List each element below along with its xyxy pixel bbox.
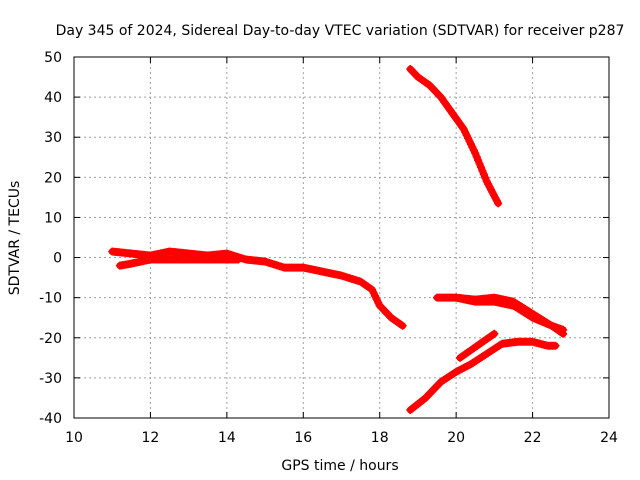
- data-point: [475, 159, 484, 168]
- y-tick-label: 30: [44, 130, 62, 146]
- data-point: [481, 173, 490, 182]
- series-track-e: [452, 293, 568, 338]
- series-band: [406, 338, 559, 414]
- data-point: [471, 149, 480, 158]
- x-tick-label: 20: [447, 430, 465, 446]
- series-track-b: [115, 255, 243, 270]
- series-track-g: [455, 329, 499, 362]
- data-point: [234, 255, 243, 264]
- data-point: [490, 329, 499, 338]
- x-axis-title: GPS time / hours: [281, 458, 398, 474]
- y-tick-label: -10: [39, 291, 62, 307]
- y-tick-label: 40: [44, 90, 62, 106]
- data-layer: [108, 65, 568, 414]
- data-point: [494, 199, 503, 208]
- y-tick-label: 0: [53, 251, 62, 267]
- y-tick-label: 10: [44, 210, 62, 226]
- series-track-f: [406, 337, 560, 414]
- data-point: [478, 166, 487, 175]
- series-track-c: [406, 65, 503, 208]
- data-point: [397, 320, 406, 329]
- y-tick-label: -30: [39, 371, 62, 387]
- y-axis-title: SDTVAR / TECUs: [7, 181, 23, 296]
- y-tick-label: -20: [39, 331, 62, 347]
- data-point: [476, 163, 485, 172]
- data-point: [366, 284, 375, 293]
- x-tick-label: 10: [65, 430, 83, 446]
- x-tick-label: 16: [294, 430, 312, 446]
- x-tick-label: 22: [524, 430, 542, 446]
- data-point: [479, 170, 488, 179]
- data-point: [557, 328, 566, 337]
- y-tick-label: 20: [44, 170, 62, 186]
- y-tick-label: 50: [44, 50, 62, 66]
- data-point: [559, 329, 568, 338]
- data-point: [551, 341, 560, 350]
- y-tick-label: -40: [39, 411, 62, 427]
- series-band: [406, 65, 502, 207]
- x-tick-label: 18: [371, 430, 389, 446]
- x-tick-label: 24: [600, 430, 618, 446]
- x-tick-label: 14: [218, 430, 236, 446]
- x-tick-label: 12: [142, 430, 160, 446]
- data-point: [472, 152, 481, 161]
- grid-layer: [74, 57, 609, 418]
- chart-title: Day 345 of 2024, Sidereal Day-to-day VTE…: [56, 23, 625, 39]
- data-point: [398, 321, 407, 330]
- axis-layer: 10 12 14 16 18 20 22 24 -40 -30 -20 -10 0 10 20 30 40 50: [39, 50, 618, 446]
- plot-frame: [73, 56, 610, 419]
- data-point: [488, 330, 497, 339]
- data-point: [474, 156, 483, 165]
